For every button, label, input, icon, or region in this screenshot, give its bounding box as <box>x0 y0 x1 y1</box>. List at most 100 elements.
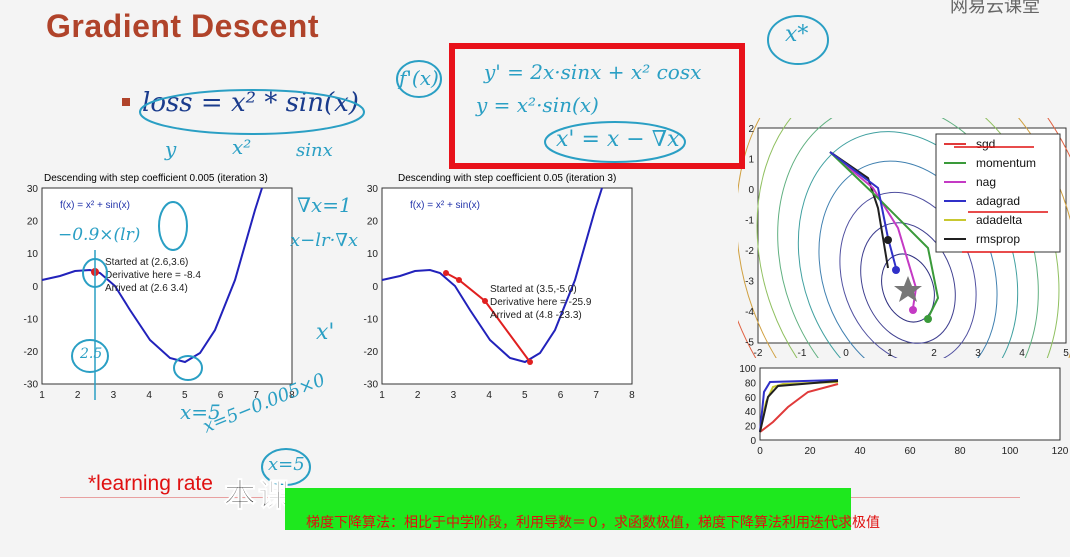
plot-mid-path <box>445 272 531 363</box>
plot-mid-axes <box>381 187 633 385</box>
path-adagrad <box>829 151 897 269</box>
plot-mid-point-1 <box>443 270 449 276</box>
x-tick-label: 1 <box>379 390 385 401</box>
loss-x-tick: 100 <box>1002 446 1019 457</box>
x-tick-label: 2 <box>75 390 81 401</box>
hw-xstar: x* <box>785 22 809 47</box>
contour-x-tick: -2 <box>754 348 763 358</box>
x-tick-label: 8 <box>629 390 635 401</box>
x-tick-label: 4 <box>486 390 492 401</box>
contour-x-tick: 5 <box>1063 348 1069 358</box>
contour-y-tick: -4 <box>745 307 754 318</box>
hw-fx: f'(x) <box>399 66 439 90</box>
y-tick-label: 10 <box>27 249 39 260</box>
contour-x-tick: 3 <box>975 348 981 358</box>
y-tick-label: -30 <box>24 380 39 391</box>
loss-adagrad <box>759 379 839 433</box>
contour-legend-box <box>935 133 1061 253</box>
y-tick-label: 10 <box>367 249 379 260</box>
legend-label-nag: nag <box>976 175 996 189</box>
hw-sinx: sinx <box>296 140 333 161</box>
lr-circle <box>158 201 188 251</box>
plot-left-legend: f(x) = x² + sin(x) <box>60 200 130 211</box>
y-tick-label: 20 <box>27 217 39 228</box>
star-icon <box>894 276 922 302</box>
plot-left: Descending with step coefficient 0.005 (… <box>24 173 296 401</box>
contour-x-tick: 0 <box>843 348 849 358</box>
contour-y-tick: 1 <box>748 155 754 166</box>
marker-rmsprop <box>884 236 892 244</box>
plot-annotation: Arrived at (4.8 -23.3) <box>490 310 582 321</box>
hw-x2: x² <box>232 135 252 159</box>
y-tick-label: 30 <box>367 184 379 195</box>
plot-annotation: Derivative here = -25.9 <box>490 297 592 308</box>
y-tick-label: -20 <box>364 347 379 358</box>
loss-x-tick: 80 <box>954 446 966 457</box>
x5c-circle <box>261 448 311 486</box>
loss-x-tick: 20 <box>804 446 816 457</box>
hw-step: x−lr·∇x <box>290 230 359 251</box>
subtitle-highlight <box>285 488 851 530</box>
x-tick-label: 6 <box>218 390 224 401</box>
hw-x5: x=5 <box>180 400 221 424</box>
plot-annotation: Started at (2.6,3.6) <box>105 257 188 268</box>
brand-logo: 网易云课堂 <box>950 0 1040 16</box>
y-tick-label: 30 <box>27 184 39 195</box>
loss-x-tick: 0 <box>757 446 763 457</box>
legend-label-rmsprop: rmsprop <box>976 232 1020 246</box>
contour-y-tick: 0 <box>748 185 754 196</box>
x-tick-label: 5 <box>522 390 528 401</box>
path-rmsprop <box>829 151 889 269</box>
video-caption: 本课 <box>223 477 293 514</box>
loss-y-tick: 100 <box>739 364 756 375</box>
loss-y-tick: 60 <box>745 393 757 404</box>
marker-adagrad <box>892 266 900 274</box>
xstar-circle <box>767 15 829 65</box>
hw-eq3: x' = x − ∇x <box>556 127 680 152</box>
contour-y-tick: -1 <box>745 216 754 227</box>
loss-y-tick: 40 <box>745 407 757 418</box>
formula-circle <box>139 89 365 135</box>
marker-nag <box>909 306 917 314</box>
x-tick-label: 8 <box>289 390 295 401</box>
x-tick-label: 5 <box>182 390 188 401</box>
plot-annotation: Derivative here = -8.4 <box>105 270 201 281</box>
plot-mid: Descending with step coefficient 0.05 (i… <box>364 173 636 401</box>
y-tick-label: -30 <box>364 380 379 391</box>
plot-left-title: Descending with step coefficient 0.005 (… <box>44 173 268 184</box>
loss-y-tick: 20 <box>745 422 757 433</box>
contour-y-tick: -3 <box>745 277 754 288</box>
plot-annotation: Started at (3.5,-5.0) <box>490 284 577 295</box>
x-tick-label: 6 <box>558 390 564 401</box>
x-tick-label: 3 <box>451 390 457 401</box>
plot-mid-point-2 <box>456 277 462 283</box>
subtitle-text: 梯度下降算法：相比于中学阶段，利用导数＝０，求函数极值，梯度下降算法利用迭代求极… <box>306 514 880 530</box>
highlight-box <box>449 43 745 169</box>
x-tick-label: 7 <box>253 390 259 401</box>
twofive-circle <box>71 339 109 373</box>
x-tick-label: 4 <box>146 390 152 401</box>
slide-title: Gradient Descent <box>46 8 319 44</box>
legend-label-momentum: momentum <box>976 156 1036 170</box>
plot-mid-point-3 <box>482 298 488 304</box>
plot-mid-title: Descending with step coefficient 0.05 (i… <box>398 173 616 184</box>
x-tick-label: 7 <box>593 390 599 401</box>
contour-x-tick: -1 <box>798 348 807 358</box>
y-tick-label: -20 <box>24 347 39 358</box>
hw-x5c: x=5 <box>268 454 305 475</box>
marker-momentum <box>924 315 932 323</box>
x-tick-label: 2 <box>415 390 421 401</box>
eq3-circle <box>544 121 686 163</box>
plot-mid-curve <box>381 187 603 364</box>
contour-x-tick: 1 <box>887 348 893 358</box>
bullet-icon <box>122 98 130 106</box>
contour-x-tick: 2 <box>931 348 937 358</box>
contour-y-tick: -5 <box>745 338 754 349</box>
y-tick-label: 0 <box>372 282 378 293</box>
hw-eq2: y = x²·sin(x) <box>476 93 599 117</box>
plot-left-curve <box>41 187 263 364</box>
contour-y-tick: -2 <box>745 246 754 257</box>
x-tick-label: 1 <box>39 390 45 401</box>
contour-y-tick: 2 <box>748 124 754 135</box>
hw-y: y <box>165 137 177 161</box>
